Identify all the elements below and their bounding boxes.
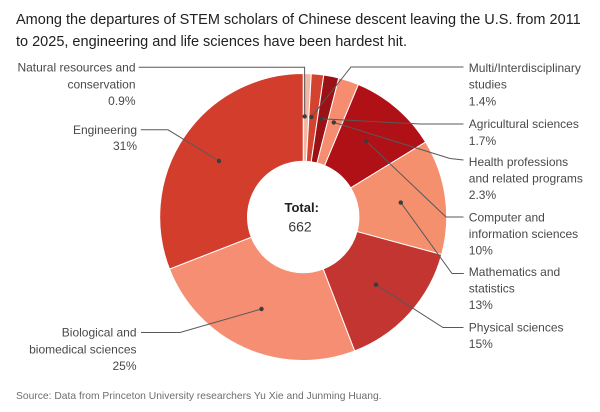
svg-text:Engineering: Engineering	[73, 123, 137, 137]
svg-text:0.9%: 0.9%	[108, 94, 136, 108]
svg-text:studies: studies	[469, 78, 507, 92]
svg-text:Health professions: Health professions	[469, 155, 568, 169]
svg-text:Total:: Total:	[284, 200, 318, 215]
svg-text:1.4%: 1.4%	[469, 94, 497, 108]
svg-text:Computer and: Computer and	[469, 210, 545, 224]
svg-text:Biological and: Biological and	[62, 326, 137, 340]
svg-text:2.3%: 2.3%	[469, 188, 497, 202]
svg-text:statistics: statistics	[469, 282, 515, 296]
svg-text:and related programs: and related programs	[469, 171, 583, 185]
svg-text:25%: 25%	[112, 359, 136, 373]
svg-text:biomedical sciences: biomedical sciences	[29, 342, 136, 356]
svg-text:Multi/Interdisciplinary: Multi/Interdisciplinary	[469, 61, 581, 75]
svg-text:conservation: conservation	[67, 77, 135, 91]
svg-text:31%: 31%	[113, 139, 137, 153]
svg-text:10%: 10%	[469, 243, 493, 257]
svg-text:information sciences: information sciences	[469, 227, 578, 241]
svg-text:662: 662	[288, 218, 312, 234]
svg-text:Natural resources and: Natural resources and	[17, 61, 135, 75]
svg-text:Agricultural sciences: Agricultural sciences	[469, 117, 579, 131]
svg-text:15%: 15%	[469, 337, 493, 351]
svg-text:Physical sciences: Physical sciences	[469, 320, 564, 334]
svg-text:Mathematics and: Mathematics and	[469, 265, 560, 279]
svg-text:13%: 13%	[469, 298, 493, 312]
svg-text:1.7%: 1.7%	[469, 134, 497, 148]
